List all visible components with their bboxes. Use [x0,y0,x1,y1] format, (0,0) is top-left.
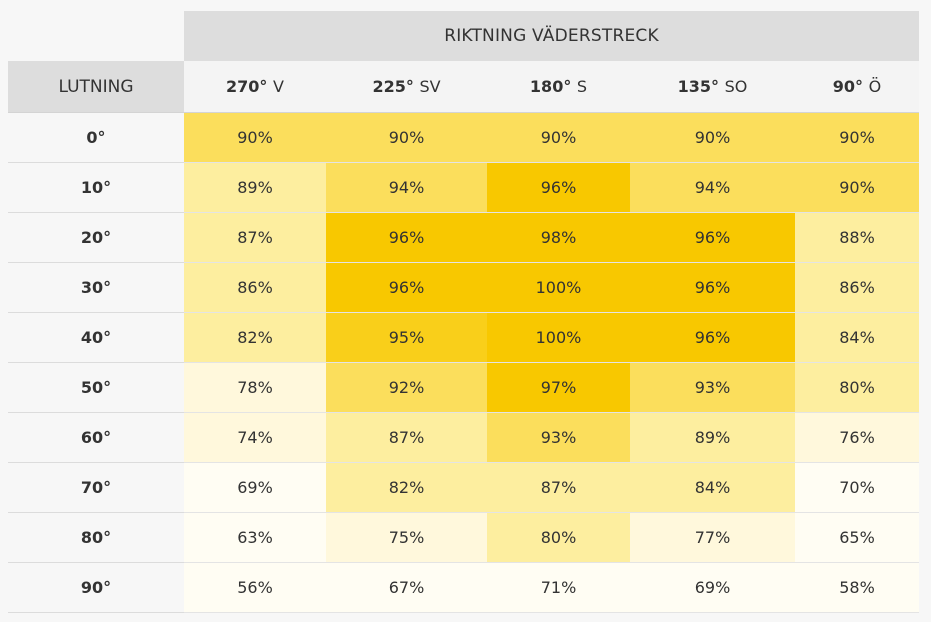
heatmap-cell: 90% [487,112,630,163]
column-angle: 270° [226,77,268,96]
heatmap-cell: 95% [326,312,487,363]
heatmap-cell: 89% [184,162,326,213]
heatmap-cell: 84% [795,312,919,363]
table-row: 0° 90% 90% 90% 90% 90% [8,112,919,163]
heatmap-cell: 69% [184,462,326,513]
row-header: 60° [8,412,184,463]
row-header: 70° [8,462,184,513]
table-row: 40° 82% 95% 100% 96% 84% [8,312,919,363]
column-angle: 180° [529,77,572,96]
heatmap-cell: 58% [795,562,919,613]
heatmap-cell: 93% [487,412,630,463]
heatmap-cell: 90% [795,162,919,213]
column-header-2: 180° S [487,61,630,113]
column-direction: V [273,77,284,96]
heatmap-cell: 100% [487,262,630,313]
row-header: 20° [8,212,184,263]
heatmap-cell: 90% [795,112,919,163]
row-header: 50° [8,362,184,413]
heatmap-cell: 94% [630,162,795,213]
heatmap-cell: 82% [326,462,487,513]
heatmap-cell: 80% [795,362,919,413]
table-body: 0° 90% 90% 90% 90% 90% 10° 89% 94% 96% 94% 90% 20° 87… [8,112,919,613]
heatmap-cell: 89% [630,412,795,463]
heatmap-cell: 90% [326,112,487,163]
heatmap-cell: 80% [487,512,630,563]
heatmap-cell: 97% [487,362,630,413]
heatmap-cell: 100% [487,312,630,363]
heatmap-cell: 86% [795,262,919,313]
heatmap-cell: 93% [630,362,795,413]
heatmap-cell: 69% [630,562,795,613]
heatmap-cell: 71% [487,562,630,613]
heatmap-cell: 96% [326,262,487,313]
column-header-4: 90° Ö [795,61,919,113]
heatmap-cell: 67% [326,562,487,613]
heatmap-cell: 87% [487,462,630,513]
heatmap-cell: 98% [487,212,630,263]
heatmap-cell: 75% [326,512,487,563]
column-angle: 225° [372,77,414,96]
table-row: 20° 87% 96% 98% 96% 88% [8,212,919,263]
heatmap-cell: 94% [326,162,487,213]
heatmap-cell: 88% [795,212,919,263]
heatmap-cell: 76% [795,412,919,463]
heatmap-cell: 96% [630,262,795,313]
table-row: 70° 69% 82% 87% 84% 70% [8,462,919,513]
corner-cell [8,11,184,61]
table-row: 50° 78% 92% 97% 93% 80% [8,362,919,413]
row-header: 30° [8,262,184,313]
heatmap-cell: 84% [630,462,795,513]
column-direction: SO [724,77,748,96]
heatmap-cell: 87% [326,412,487,463]
row-header: 90° [8,562,184,613]
row-header-label: LUTNING [8,61,184,113]
heatmap-cell: 70% [795,462,919,513]
heatmap-cell: 96% [487,162,630,213]
heatmap-cell: 87% [184,212,326,263]
column-angle: 135° [677,77,720,96]
heatmap-cell: 82% [184,312,326,363]
heatmap-cell: 63% [184,512,326,563]
row-header: 80° [8,512,184,563]
heatmap-cell: 77% [630,512,795,563]
heatmap-cell: 74% [184,412,326,463]
row-header: 40° [8,312,184,363]
heatmap-cell: 86% [184,262,326,313]
heatmap-cell: 96% [326,212,487,263]
heatmap-cell: 78% [184,362,326,413]
table-row: 30° 86% 96% 100% 96% 86% [8,262,919,313]
heatmap-cell: 90% [630,112,795,163]
heatmap-cell: 96% [630,312,795,363]
heatmap-cell: 56% [184,562,326,613]
solar-efficiency-table-wrapper: RIKTNING VÄDERSTRECK LUTNING 270° V 225° … [8,11,919,613]
column-angle: 90° [832,77,864,96]
column-header-row: LUTNING 270° V 225° SV 180° S 135° SO 90° Ö [8,61,919,113]
row-header: 0° [8,112,184,163]
heatmap-cell: 65% [795,512,919,563]
column-direction: S [576,77,588,96]
column-direction: Ö [868,77,882,96]
table-row: 60° 74% 87% 93% 89% 76% [8,412,919,463]
column-header-0: 270° V [184,61,326,113]
table-row: 90° 56% 67% 71% 69% 58% [8,562,919,613]
heatmap-cell: 96% [630,212,795,263]
table-row: 80° 63% 75% 80% 77% 65% [8,512,919,563]
row-header: 10° [8,162,184,213]
heatmap-cell: 90% [184,112,326,163]
table-title: RIKTNING VÄDERSTRECK [184,11,919,61]
column-header-3: 135° SO [630,61,795,113]
column-header-1: 225° SV [326,61,487,113]
table-row: 10° 89% 94% 96% 94% 90% [8,162,919,213]
heatmap-cell: 92% [326,362,487,413]
column-direction: SV [419,77,441,96]
title-row: RIKTNING VÄDERSTRECK [8,11,919,61]
solar-efficiency-table: RIKTNING VÄDERSTRECK LUTNING 270° V 225° … [8,11,919,613]
